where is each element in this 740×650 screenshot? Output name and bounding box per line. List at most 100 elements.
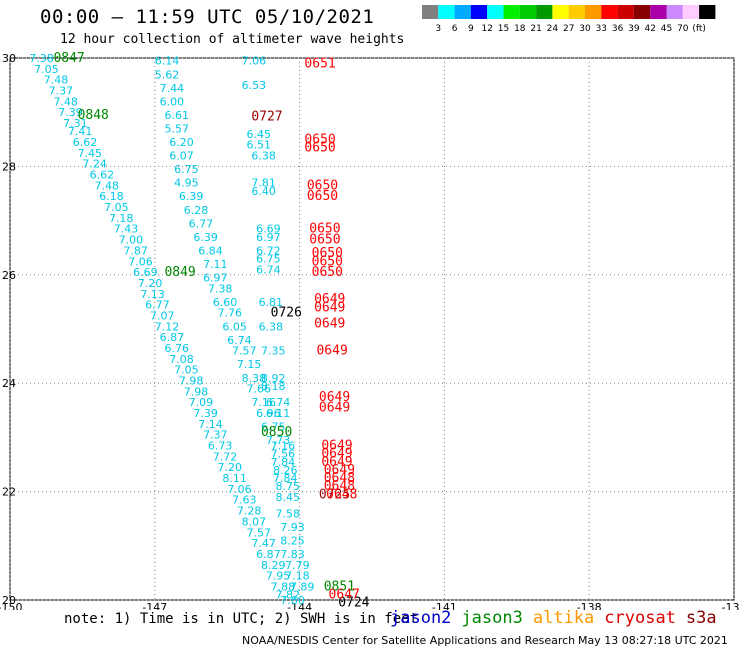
wave-height-label: 8.11 (222, 472, 247, 485)
latitude-tick-label: 20 (2, 594, 16, 607)
wave-height-label: 7.06 (128, 255, 153, 268)
generated-timestamp: May 13 08:27:18 UTC 2021 (578, 634, 728, 647)
wave-height-label: 7.24 (82, 158, 107, 171)
pass-time-label: 0649 (319, 390, 350, 405)
legend-item-altika: altika (532, 608, 595, 628)
wave-height-label: 6.97 (256, 231, 281, 244)
map-frame (9, 57, 735, 601)
colorbar-swatch (633, 5, 651, 19)
colorbar-label: (ft) (692, 24, 706, 33)
wave-height-label: 7.43 (114, 223, 139, 236)
colorbar-swatch (422, 5, 439, 19)
pass-time-label: 0650 (312, 254, 343, 269)
wave-height-label: 6.40 (251, 185, 275, 198)
pass-time-label: 0649 (321, 455, 352, 470)
wave-height-label: 5.57 (164, 122, 189, 135)
pass-time-label: 0847 (53, 51, 84, 66)
pass-time-label: 0649 (319, 401, 350, 416)
wave-height-label: 7.16 (251, 396, 275, 409)
wave-height-label: 6.84 (198, 244, 223, 257)
wave-height-label: 6.28 (184, 204, 209, 217)
wave-height-label: 8.29 (261, 559, 286, 572)
wave-height-label: 6.39 (193, 231, 218, 244)
wave-height-label: 6.96 (256, 407, 281, 420)
wave-height-label: 7.28 (237, 505, 262, 518)
wave-height-label: 7.81 (251, 177, 275, 190)
wave-height-label: 8.07 (242, 515, 267, 528)
pass-time-label: 0649 (324, 463, 355, 478)
map-plot: -150 -147 -144 -141 -138 -135 30 28 26 24 22 20 7.38… (0, 51, 740, 610)
wave-height-label: 5.62 (155, 68, 180, 81)
wave-height-label: 8.45 (275, 491, 300, 504)
wave-height-label: 6.75 (256, 253, 281, 266)
wave-height-label: 7.38 (29, 52, 54, 65)
latitude-tick-label: 24 (2, 377, 16, 390)
pass-time-label: 0649 (314, 300, 345, 315)
wave-height-label: 7.48 (94, 179, 119, 192)
wave-height-label: 6.73 (208, 440, 233, 453)
wave-height-label: 6.62 (90, 169, 115, 182)
pass-time-label: 0649 (321, 439, 352, 454)
colorbar-label: 21 (530, 24, 541, 33)
wave-height-label: 7.84 (271, 456, 296, 469)
colorbar-swatch (503, 5, 520, 19)
wave-height-label: 8.26 (273, 464, 298, 477)
colorbar-swatch (699, 5, 716, 19)
legend-item-jason3: jason3 (461, 608, 523, 628)
wave-height-label: 7.87 (123, 244, 148, 257)
wave-height-label: 7.00 (119, 234, 144, 247)
longitude-tick-label: -147 (142, 601, 167, 610)
colorbar-swatch (552, 5, 569, 19)
colorbar-label: 39 (628, 24, 640, 33)
wave-height-label: 7.63 (232, 494, 257, 507)
wave-height-label: 6.87 (160, 331, 185, 344)
wave-height-label: 6.75 (174, 163, 199, 176)
colorbar-label: 45 (661, 24, 672, 33)
colorbar-swatch (682, 5, 700, 19)
pass-time-label: 0650 (312, 265, 343, 280)
wave-height-label: 7.31 (63, 117, 88, 130)
wave-height-label: 7.13 (140, 288, 165, 301)
wave-height-label: 7.37 (49, 85, 74, 98)
wave-height-label: 7.93 (280, 521, 305, 534)
colorbar-label: 30 (579, 24, 591, 33)
longitude-tick-label: -138 (577, 601, 602, 610)
wave-height-label: 7.06 (227, 483, 252, 496)
colorbar-swatch (438, 5, 455, 19)
wave-height-label: 8.25 (280, 534, 305, 547)
colorbar-label: 15 (498, 24, 509, 33)
wave-height-label: 6.51 (247, 139, 271, 152)
pass-time-label: 0649 (321, 447, 352, 462)
wave-height-label: 7.11 (203, 258, 228, 271)
wave-height-label: 7.88 (271, 580, 296, 593)
pass-time-label: 0648 (324, 471, 355, 486)
wave-height-label: 7.48 (53, 95, 78, 108)
pass-time-label: 0650 (309, 222, 340, 237)
wave-height-label: 6.53 (242, 79, 267, 92)
pass-time-label: 0848 (78, 108, 109, 123)
colorbar-swatch (650, 5, 667, 19)
map-subtitle: 12 hour collection of altimeter wave hei… (60, 32, 405, 47)
wave-height-label: 7.05 (34, 63, 59, 76)
wave-height-label: 6.77 (145, 299, 170, 312)
wave-height-label: 7.14 (198, 418, 223, 431)
wave-height-label: 6.74 (227, 334, 252, 347)
wave-height-label: 7.57 (247, 526, 271, 539)
pass-time-label: 0648 (324, 479, 355, 494)
colorbar-label: 9 (468, 24, 474, 33)
wave-height-label: 7.07 (150, 309, 175, 322)
wave-height-label: 7.05 (104, 201, 128, 214)
wave-height-label: 7.83 (280, 548, 305, 561)
wave-height-label: 4.95 (174, 177, 199, 190)
colorbar-label: 27 (563, 24, 574, 33)
wave-height-label: 7.37 (203, 429, 228, 442)
wave-height-label: 7.09 (189, 396, 214, 409)
wave-height-label: 6.81 (259, 296, 284, 309)
pass-time-label: 0650 (304, 132, 335, 147)
pass-time-label: 0650 (304, 140, 335, 155)
wave-height-label: 8.38 (242, 372, 267, 385)
colorbar-label: 36 (612, 24, 624, 33)
wave-height-label: 7.95 (266, 570, 291, 583)
wave-height-label: 6.38 (259, 320, 284, 333)
pass-time-label: 0649 (316, 344, 347, 359)
